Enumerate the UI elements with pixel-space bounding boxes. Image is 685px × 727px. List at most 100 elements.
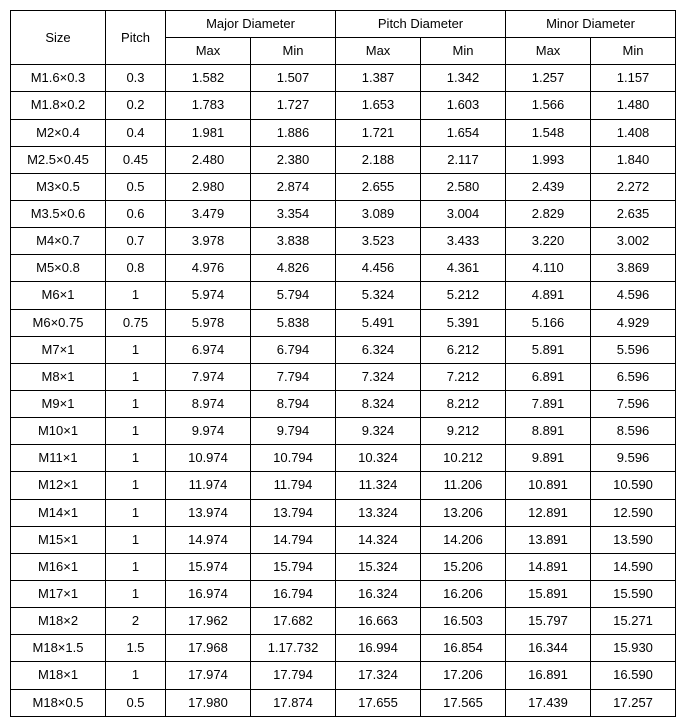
cell-minor_max: 4.110 — [506, 255, 591, 282]
cell-major_min: 1.17.732 — [251, 635, 336, 662]
cell-major_min: 10.794 — [251, 445, 336, 472]
cell-pitch_min: 1.654 — [421, 119, 506, 146]
cell-major_min: 15.794 — [251, 553, 336, 580]
cell-major_max: 15.974 — [166, 553, 251, 580]
cell-major_min: 17.794 — [251, 662, 336, 689]
table-row: M11×1110.97410.79410.32410.2129.8919.596 — [11, 445, 676, 472]
cell-minor_min: 2.635 — [591, 200, 676, 227]
cell-pitch: 0.5 — [106, 689, 166, 716]
cell-minor_min: 8.596 — [591, 418, 676, 445]
cell-minor_max: 17.439 — [506, 689, 591, 716]
cell-major_min: 7.794 — [251, 363, 336, 390]
cell-pitch_min: 17.565 — [421, 689, 506, 716]
cell-major_min: 4.826 — [251, 255, 336, 282]
cell-minor_max: 1.257 — [506, 65, 591, 92]
cell-major_min: 1.886 — [251, 119, 336, 146]
cell-pitch_max: 1.721 — [336, 119, 421, 146]
table-row: M14×1113.97413.79413.32413.20612.89112.5… — [11, 499, 676, 526]
table-header: Size Pitch Major Diameter Pitch Diameter… — [11, 11, 676, 65]
cell-minor_max: 3.220 — [506, 228, 591, 255]
cell-minor_max: 14.891 — [506, 553, 591, 580]
cell-minor_max: 1.548 — [506, 119, 591, 146]
cell-size: M18×0.5 — [11, 689, 106, 716]
cell-size: M14×1 — [11, 499, 106, 526]
cell-minor_min: 3.002 — [591, 228, 676, 255]
table-row: M10×119.9749.7949.3249.2128.8918.596 — [11, 418, 676, 445]
cell-pitch: 0.4 — [106, 119, 166, 146]
cell-pitch_max: 5.491 — [336, 309, 421, 336]
cell-pitch_max: 14.324 — [336, 526, 421, 553]
table-row: M3×0.50.52.9802.8742.6552.5802.4392.272 — [11, 173, 676, 200]
cell-minor_min: 13.590 — [591, 526, 676, 553]
cell-pitch: 1 — [106, 553, 166, 580]
header-major-max: Max — [166, 38, 251, 65]
cell-major_max: 7.974 — [166, 363, 251, 390]
cell-pitch_min: 2.580 — [421, 173, 506, 200]
cell-pitch: 0.2 — [106, 92, 166, 119]
cell-pitch: 0.8 — [106, 255, 166, 282]
cell-pitch: 1 — [106, 336, 166, 363]
cell-pitch: 0.3 — [106, 65, 166, 92]
cell-pitch_min: 14.206 — [421, 526, 506, 553]
cell-major_max: 17.962 — [166, 608, 251, 635]
cell-pitch_min: 9.212 — [421, 418, 506, 445]
cell-size: M1.8×0.2 — [11, 92, 106, 119]
cell-major_max: 17.968 — [166, 635, 251, 662]
cell-major_max: 3.479 — [166, 200, 251, 227]
cell-size: M8×1 — [11, 363, 106, 390]
cell-size: M12×1 — [11, 472, 106, 499]
cell-major_min: 17.682 — [251, 608, 336, 635]
cell-pitch: 1 — [106, 390, 166, 417]
table-row: M6×115.9745.7945.3245.2124.8914.596 — [11, 282, 676, 309]
cell-minor_min: 15.271 — [591, 608, 676, 635]
cell-major_min: 5.838 — [251, 309, 336, 336]
table-row: M8×117.9747.7947.3247.2126.8916.596 — [11, 363, 676, 390]
cell-minor_min: 14.590 — [591, 553, 676, 580]
table-row: M18×1.51.517.9681.17.73216.99416.85416.3… — [11, 635, 676, 662]
table-row: M16×1115.97415.79415.32415.20614.89114.5… — [11, 553, 676, 580]
cell-major_min: 3.838 — [251, 228, 336, 255]
table-row: M2×0.40.41.9811.8861.7211.6541.5481.408 — [11, 119, 676, 146]
cell-major_max: 3.978 — [166, 228, 251, 255]
cell-major_min: 6.794 — [251, 336, 336, 363]
cell-size: M15×1 — [11, 526, 106, 553]
cell-major_min: 1.727 — [251, 92, 336, 119]
table-row: M4×0.70.73.9783.8383.5233.4333.2203.002 — [11, 228, 676, 255]
cell-pitch_min: 13.206 — [421, 499, 506, 526]
cell-size: M6×0.75 — [11, 309, 106, 336]
cell-minor_min: 12.590 — [591, 499, 676, 526]
cell-minor_min: 4.929 — [591, 309, 676, 336]
cell-pitch: 0.45 — [106, 146, 166, 173]
cell-minor_min: 6.596 — [591, 363, 676, 390]
thread-spec-table: Size Pitch Major Diameter Pitch Diameter… — [10, 10, 676, 717]
cell-pitch_min: 6.212 — [421, 336, 506, 363]
cell-pitch_max: 1.653 — [336, 92, 421, 119]
cell-pitch_min: 1.603 — [421, 92, 506, 119]
cell-minor_max: 2.439 — [506, 173, 591, 200]
cell-major_max: 9.974 — [166, 418, 251, 445]
cell-major_min: 2.874 — [251, 173, 336, 200]
cell-pitch_max: 7.324 — [336, 363, 421, 390]
cell-size: M16×1 — [11, 553, 106, 580]
cell-size: M7×1 — [11, 336, 106, 363]
cell-pitch_min: 17.206 — [421, 662, 506, 689]
table-row: M18×1117.97417.79417.32417.20616.89116.5… — [11, 662, 676, 689]
cell-minor_min: 1.408 — [591, 119, 676, 146]
cell-size: M18×1.5 — [11, 635, 106, 662]
cell-minor_max: 7.891 — [506, 390, 591, 417]
cell-size: M5×0.8 — [11, 255, 106, 282]
cell-minor_max: 4.891 — [506, 282, 591, 309]
cell-major_max: 17.974 — [166, 662, 251, 689]
cell-minor_min: 1.157 — [591, 65, 676, 92]
cell-major_max: 2.480 — [166, 146, 251, 173]
cell-minor_max: 2.829 — [506, 200, 591, 227]
cell-pitch_max: 17.324 — [336, 662, 421, 689]
cell-pitch_max: 16.324 — [336, 580, 421, 607]
cell-pitch_max: 2.188 — [336, 146, 421, 173]
cell-pitch_max: 10.324 — [336, 445, 421, 472]
cell-major_min: 5.794 — [251, 282, 336, 309]
cell-major_max: 2.980 — [166, 173, 251, 200]
cell-major_max: 14.974 — [166, 526, 251, 553]
cell-major_max: 16.974 — [166, 580, 251, 607]
cell-pitch_max: 16.663 — [336, 608, 421, 635]
